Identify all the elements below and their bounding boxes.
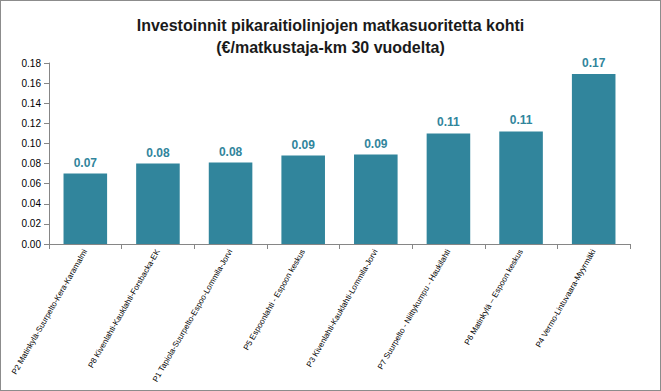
svg-text:P2 Matinkylä-Suurpelto-Kera-Ka: P2 Matinkylä-Suurpelto-Kera-Karamalmi (10, 248, 89, 376)
svg-text:P1 Tapiola-Suurpelto-Espoo-Lom: P1 Tapiola-Suurpelto-Espoo-Lommila-Jorvi (151, 248, 235, 384)
svg-text:0.12: 0.12 (22, 118, 42, 129)
svg-text:P4 Vermo-Lintuvaara-Myyrmäki: P4 Vermo-Lintuvaara-Myyrmäki (534, 248, 598, 350)
svg-text:0.08: 0.08 (22, 158, 42, 169)
svg-text:0.14: 0.14 (22, 98, 42, 109)
svg-text:P3 Kivenlahti-Kauklahti-Lommil: P3 Kivenlahti-Kauklahti-Lommila-Jorvi (305, 248, 380, 369)
svg-text:0.09: 0.09 (364, 137, 388, 151)
svg-text:0.08: 0.08 (219, 145, 243, 159)
svg-text:0.18: 0.18 (22, 58, 42, 69)
svg-text:P6 Matinkylä – Espoon keskus: P6 Matinkylä – Espoon keskus (463, 248, 525, 347)
svg-text:0.04: 0.04 (22, 198, 42, 209)
svg-text:P8 Kivenlahti-Kauklahti-Forsba: P8 Kivenlahti-Kauklahti-Forsbacka-EK (86, 247, 162, 369)
svg-text:0.06: 0.06 (22, 178, 42, 189)
svg-text:P7 Suurpelto - Niittykumpu - H: P7 Suurpelto - Niittykumpu - Haukilahti (376, 248, 452, 371)
svg-text:0.10: 0.10 (22, 138, 42, 149)
svg-text:P5 Espoonlahti - Espoon keskus: P5 Espoonlahti - Espoon keskus (242, 248, 307, 352)
svg-text:0.07: 0.07 (74, 156, 98, 170)
svg-text:0.09: 0.09 (292, 138, 316, 152)
svg-text:(€/matkustaja-km 30 vuodelta): (€/matkustaja-km 30 vuodelta) (216, 39, 445, 56)
svg-text:0.02: 0.02 (22, 218, 42, 229)
svg-text:0.11: 0.11 (437, 115, 460, 129)
svg-text:0.00: 0.00 (22, 239, 42, 250)
svg-text:0.16: 0.16 (22, 78, 42, 89)
svg-text:0.08: 0.08 (146, 146, 170, 160)
svg-text:0.17: 0.17 (582, 56, 606, 70)
svg-text:Investoinnit pikaraitiolinjoje: Investoinnit pikaraitiolinjojen matkasuo… (137, 17, 525, 34)
svg-text:0.11: 0.11 (510, 113, 533, 127)
